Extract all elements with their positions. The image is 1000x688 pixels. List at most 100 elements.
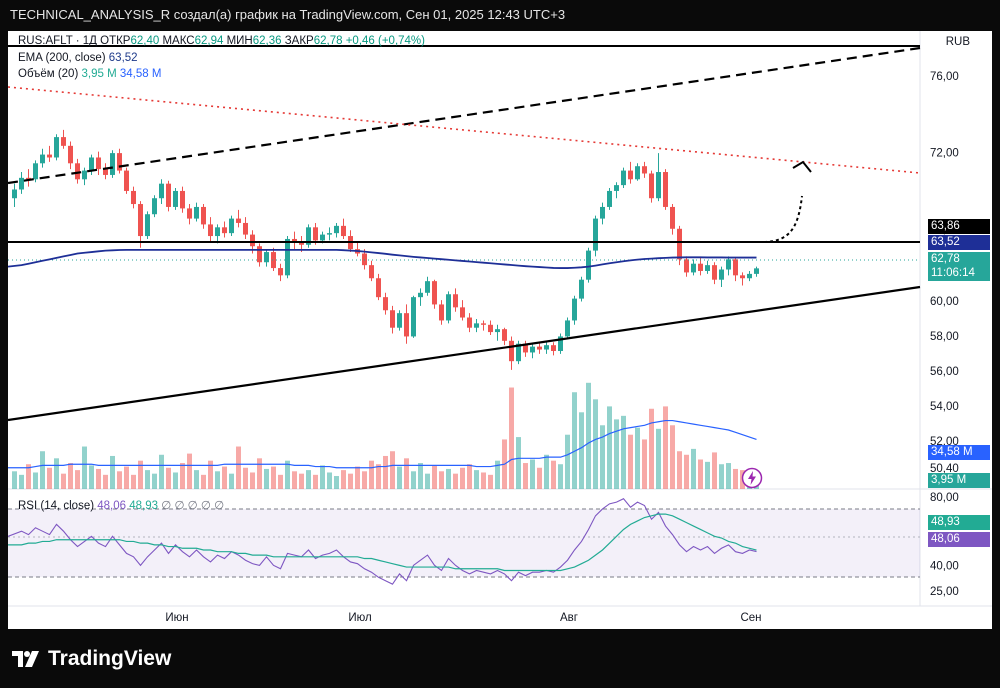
candle-body[interactable] <box>82 170 87 180</box>
candle-body[interactable] <box>33 163 38 180</box>
candle-body[interactable] <box>264 252 269 263</box>
candle-body[interactable] <box>432 281 437 305</box>
candle-body[interactable] <box>117 153 122 171</box>
candle-body[interactable] <box>663 172 668 207</box>
candle-body[interactable] <box>712 265 717 280</box>
candle-body[interactable] <box>341 225 346 237</box>
candle-body[interactable] <box>390 310 395 328</box>
candle-body[interactable] <box>642 166 647 174</box>
candle-body[interactable] <box>411 297 416 337</box>
lightning-icon[interactable] <box>741 467 763 494</box>
candle-body[interactable] <box>558 336 563 351</box>
candle-body[interactable] <box>138 204 143 237</box>
candle-body[interactable] <box>551 345 556 351</box>
candle-body[interactable] <box>635 166 640 180</box>
candle-body[interactable] <box>698 263 703 271</box>
candle-body[interactable] <box>292 238 297 242</box>
candle-body[interactable] <box>362 253 367 266</box>
candle-body[interactable] <box>47 154 52 158</box>
candle-body[interactable] <box>68 145 73 164</box>
candle-body[interactable] <box>600 206 605 219</box>
candle-body[interactable] <box>187 208 192 219</box>
candle-body[interactable] <box>586 250 591 280</box>
candle-body[interactable] <box>502 329 507 341</box>
candle-body[interactable] <box>285 238 290 276</box>
candle-body[interactable] <box>439 304 444 321</box>
candle-body[interactable] <box>425 281 430 293</box>
candle-body[interactable] <box>418 292 423 298</box>
ema-legend[interactable]: EMA (200, close) 63,52 <box>18 52 138 64</box>
candle-body[interactable] <box>369 265 374 279</box>
chart-frame[interactable]: 76,0072,0068,0060,0058,0056,0054,0052,00… <box>8 31 992 629</box>
candle-body[interactable] <box>19 177 24 190</box>
candle-body[interactable] <box>271 252 276 269</box>
candle-body[interactable] <box>607 190 612 207</box>
candle-body[interactable] <box>488 324 493 333</box>
candle-body[interactable] <box>593 218 598 251</box>
candle-body[interactable] <box>145 214 150 237</box>
candle-body[interactable] <box>320 234 325 241</box>
candle-body[interactable] <box>446 294 451 321</box>
candle-body[interactable] <box>481 323 486 325</box>
candle-body[interactable] <box>40 154 45 164</box>
candle-body[interactable] <box>740 275 745 279</box>
candle-body[interactable] <box>222 227 227 234</box>
candle-body[interactable] <box>313 227 318 241</box>
rsi-legend[interactable]: RSI (14, close) 48,06 48,93 ∅ ∅ ∅ ∅ ∅ <box>18 498 224 512</box>
symbol-label[interactable]: RUS:AFLT · 1Д <box>18 35 97 47</box>
candle-body[interactable] <box>565 320 570 337</box>
candle-body[interactable] <box>215 227 220 237</box>
candle-body[interactable] <box>530 346 535 353</box>
candle-body[interactable] <box>474 323 479 328</box>
candle-body[interactable] <box>516 343 521 362</box>
candle-body[interactable] <box>229 218 234 234</box>
candle-body[interactable] <box>243 222 248 235</box>
candle-body[interactable] <box>278 268 283 276</box>
candle-body[interactable] <box>257 246 262 263</box>
candle-body[interactable] <box>236 218 241 223</box>
volume-legend[interactable]: Объём (20) 3,95 M 34,58 M <box>18 68 161 80</box>
candle-body[interactable] <box>124 170 129 191</box>
candle-body[interactable] <box>670 206 675 229</box>
candle-body[interactable] <box>61 137 66 146</box>
candle-body[interactable] <box>719 269 724 280</box>
candle-body[interactable] <box>201 206 206 225</box>
currency-label[interactable]: RUB <box>945 36 970 48</box>
candle-body[interactable] <box>208 224 213 237</box>
candle-body[interactable] <box>509 340 514 362</box>
candle-body[interactable] <box>572 298 577 321</box>
candle-body[interactable] <box>495 329 500 333</box>
chart-svg[interactable]: 76,0072,0068,0060,0058,0056,0054,0052,00… <box>8 31 992 629</box>
candle-body[interactable] <box>467 317 472 328</box>
candle-body[interactable] <box>306 227 311 245</box>
candle-body[interactable] <box>12 189 17 199</box>
candle-body[interactable] <box>299 241 304 245</box>
candle-body[interactable] <box>544 345 549 350</box>
candle-body[interactable] <box>54 137 59 158</box>
candle-body[interactable] <box>684 259 689 273</box>
candle-body[interactable] <box>75 163 80 180</box>
candle-body[interactable] <box>523 343 528 353</box>
candle-body[interactable] <box>579 279 584 299</box>
candle-body[interactable] <box>614 185 619 191</box>
candle-body[interactable] <box>103 169 108 175</box>
candle-body[interactable] <box>26 177 31 180</box>
candle-body[interactable] <box>194 206 199 219</box>
candle-body[interactable] <box>159 183 164 199</box>
candle-body[interactable] <box>705 265 710 271</box>
candle-body[interactable] <box>621 170 626 186</box>
candle-body[interactable] <box>334 225 339 234</box>
candle-body[interactable] <box>131 190 136 205</box>
candle-body[interactable] <box>173 190 178 207</box>
candle-body[interactable] <box>110 153 115 175</box>
candle-body[interactable] <box>376 278 381 298</box>
candle-body[interactable] <box>166 183 171 207</box>
candle-body[interactable] <box>726 259 731 270</box>
candle-body[interactable] <box>152 198 157 215</box>
candle-body[interactable] <box>404 313 409 337</box>
candle-body[interactable] <box>250 234 255 247</box>
candle-body[interactable] <box>453 294 458 308</box>
candle-body[interactable] <box>691 263 696 273</box>
candle-body[interactable] <box>747 273 752 279</box>
candle-body[interactable] <box>656 172 661 199</box>
